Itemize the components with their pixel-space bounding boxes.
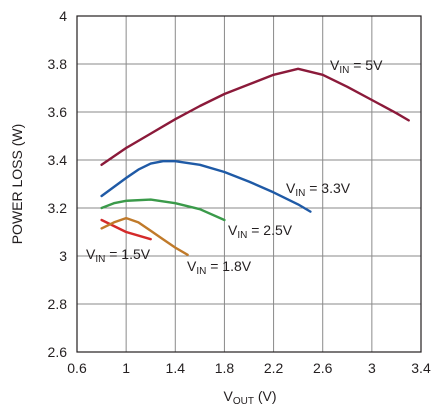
y-tick-label: 2.6 [48,344,68,360]
y-tick-label: 3.2 [48,200,68,216]
x-axis-title-unit: (V) [254,388,277,404]
series-group [100,67,410,256]
label-vin-2v5: VIN = 2.5V [228,222,293,241]
x-tick-label: 1.4 [166,360,186,376]
x-tick-label: 0.6 [67,360,87,376]
y-tick-label: 2.8 [48,296,68,312]
x-tick-label: 2.2 [264,360,284,376]
label-vin-3v3: VIN = 3.3V [286,180,351,199]
x-axis-title-main: V [223,388,233,404]
y-axis-title: POWER LOSS (W) [9,124,25,245]
x-tick-label: 2.6 [313,360,333,376]
grid [77,16,421,352]
x-tick-label: 3 [368,360,376,376]
y-tick-label: 3 [59,248,67,264]
x-axis-title-sub: OUT [233,396,254,407]
label-vin-1v5: VIN = 1.5V [86,246,151,265]
series-line-0 [100,67,410,166]
x-tick-label: 1.8 [215,360,235,376]
series-line-2 [100,198,226,222]
label-vin-1v8: VIN = 1.8V [187,258,252,277]
y-tick-label: 4 [59,8,67,24]
x-tick-label: 3.4 [411,360,431,376]
x-tick-label: 1 [122,360,130,376]
tick-labels: 0.6 1 1.4 1.8 2.2 2.6 3 3.4 2.6 2.8 3 3.2 3.4 3.6 3.8 4 [48,8,431,376]
x-axis-title: VOUT (V) [223,388,276,407]
y-tick-label: 3.8 [48,56,68,72]
y-tick-label: 3.6 [48,104,68,120]
series-line-1 [100,160,312,213]
label-vin-5v: VIN = 5V [330,57,383,76]
plot-frame [76,15,422,353]
series-line-4 [100,216,189,256]
y-tick-label: 3.4 [48,152,68,168]
